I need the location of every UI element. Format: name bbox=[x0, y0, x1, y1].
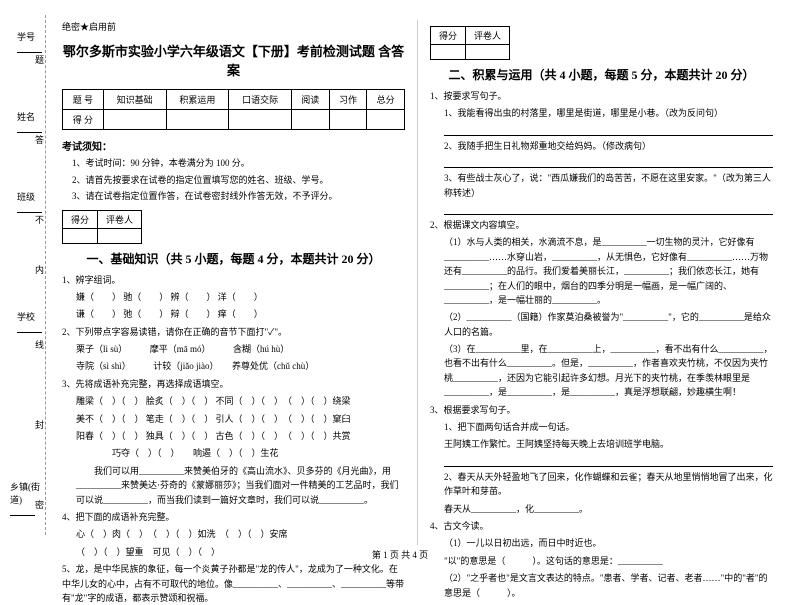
notice-item: 3、请在试卷指定位置作答，在试卷密封线外作答无效，不予评分。 bbox=[72, 190, 405, 204]
answer-line[interactable] bbox=[444, 156, 773, 168]
s2q4: 4、古文今读。 bbox=[430, 519, 773, 533]
notice-item: 1、考试时间：90 分钟，本卷满分为 100 分。 bbox=[72, 157, 405, 171]
margin-char: 线 bbox=[34, 340, 44, 349]
s2q3-item: 王阿姨工作繁忙。王阿姨坚持每天晚上去培训班学电脑。 bbox=[444, 437, 773, 451]
margin-label: 学号 bbox=[17, 32, 35, 42]
answer-line[interactable] bbox=[444, 203, 773, 215]
margin-char: 不 bbox=[34, 215, 44, 224]
q3-line: 雕梁（ ）（ ） 脍炙（ ）（ ） 不同（ ）（ ） （ ）（ ）绕梁 bbox=[76, 394, 405, 408]
th: 阅读 bbox=[291, 90, 329, 110]
q5: 5、龙，是中华民族的象征，每一个炎黄子孙都是"龙的传人"，龙成为了一种文化。在中… bbox=[62, 562, 405, 605]
margin-label: 学校 bbox=[17, 312, 35, 322]
th: 题 号 bbox=[63, 90, 104, 110]
q1: 1、辨字组词。 bbox=[62, 273, 405, 287]
q2-line: 栗子（lì sù） 摩平（mā mó） 含糊（hú hù） bbox=[76, 342, 405, 356]
section2-title: 二、积累与运用（共 4 小题，每题 5 分，本题共计 20 分） bbox=[430, 66, 773, 83]
s2q3-item: 春天从__________，化__________。 bbox=[444, 502, 773, 516]
q4-line: 心（ ）肉（ ） （ ）（ ）如洗 （ ）（ ）安席 bbox=[76, 527, 405, 541]
q3-line: 美不（ ）（ ） 笔走（ ）（ ） 引人（ ）（ ） （ ）（ ）窠臼 bbox=[76, 412, 405, 426]
margin-char: 题 bbox=[34, 55, 44, 64]
left-column: 绝密★启用前 鄂尔多斯市实验小学六年级语文【下册】考前检测试题 含答案 题 号 … bbox=[50, 20, 417, 545]
s2q1-item: 3、有些战士灰心了，说："西瓜嫌我们的岛苦苦，不愿在这里安家。"（改为第三人称转… bbox=[444, 171, 773, 200]
s2q3: 3、根据要求写句子。 bbox=[430, 403, 773, 417]
page-footer: 第 1 页 共 4 页 bbox=[0, 548, 800, 561]
s2q2-item: （2）__________（国籍）作家莫泊桑被誉为"__________"，它的… bbox=[444, 310, 773, 339]
q2: 2、下列带点字容易读错，请你在正确的音节下面打"✓"。 bbox=[62, 325, 405, 339]
th: 口语交际 bbox=[229, 90, 292, 110]
q3-line: 阳春（ ）（ ） 独具（ ）（ ） 古色（ ）（ ） （ ）（ ）共赏 bbox=[76, 429, 405, 443]
margin-char: 答 bbox=[34, 135, 44, 144]
td: 得分 bbox=[63, 210, 98, 228]
right-column: 得分评卷人 二、积累与运用（共 4 小题，每题 5 分，本题共计 20 分） 1… bbox=[417, 20, 785, 545]
s2q4-item: （2）"之乎者也"是文言文表达的特点。"患者、学者、记者、老者……"中的"者"的… bbox=[444, 571, 773, 600]
s2q2: 2、根据课文内容填空。 bbox=[430, 218, 773, 232]
q1-line: 谦（ ） 弛（ ） 辩（ ） 痒（ ） bbox=[76, 307, 405, 321]
page-container: 绝密★启用前 鄂尔多斯市实验小学六年级语文【下册】考前检测试题 含答案 题 号 … bbox=[0, 0, 800, 555]
grader-table: 得分评卷人 bbox=[430, 26, 510, 60]
q2-line: 寺院（sì shì） 计较（jiǎo jiào） 养尊处优（chǔ chù） bbox=[76, 359, 405, 373]
notice-item: 2、请首先按要求在试卷的指定位置填写您的姓名、班级、学号。 bbox=[72, 174, 405, 188]
confidential-label: 绝密★启用前 bbox=[62, 20, 405, 33]
grader-table: 得分评卷人 bbox=[62, 210, 142, 244]
q3-text: 我们可以用__________来赞美伯牙的《高山流水》、贝多芬的《月光曲》，用_… bbox=[76, 464, 405, 507]
margin-char: 内 bbox=[34, 265, 44, 274]
th: 总分 bbox=[367, 90, 405, 110]
s2q1-item: 1、我能看得出虫的村落里，哪里是街道，哪里是小巷。（改为反问句） bbox=[444, 106, 773, 120]
s2q1: 1、按要求写句子。 bbox=[430, 89, 773, 103]
s2q3-item: 1、把下面两句话合并成一句话。 bbox=[444, 420, 773, 434]
margin-char: 密 bbox=[34, 500, 44, 509]
td: 得分 bbox=[431, 27, 466, 45]
exam-title: 鄂尔多斯市实验小学六年级语文【下册】考前检测试题 含答案 bbox=[62, 41, 405, 79]
answer-line[interactable] bbox=[444, 455, 773, 467]
q4: 4、把下面的成语补充完整。 bbox=[62, 510, 405, 524]
notice-heading: 考试须知： bbox=[62, 138, 405, 153]
td: 评卷人 bbox=[466, 27, 510, 45]
score-table: 题 号 知识基础 积累运用 口语交际 阅读 习作 总分 得 分 bbox=[62, 89, 405, 130]
s2q3-item: 2、春天从天外轻盈地飞了回来，化作蝴蝶和云雀；春天从地里悄悄地冒了出来，化作草叶… bbox=[444, 470, 773, 499]
s2q2-item: （3）在__________里，在__________上，__________，… bbox=[444, 342, 773, 400]
q3-line: 巧夺（ ）（ ） 响遏（ ）（ ）生花 bbox=[76, 446, 405, 460]
margin-label: 姓名 bbox=[17, 112, 35, 122]
s2q2-item: （1）水与人类的相关，水滴流不息，是__________一切生物的灵汁，它好像有… bbox=[444, 235, 773, 307]
th: 知识基础 bbox=[103, 90, 166, 110]
td: 评卷人 bbox=[98, 210, 142, 228]
margin-area: 学号 题 姓名 答 班级 不 内 学校 线 封 乡镇(街道) 密 bbox=[5, 20, 45, 520]
th: 积累运用 bbox=[166, 90, 229, 110]
s2q1-item: 2、我随手把生日礼物郑重地交给妈妈。（修改病句） bbox=[444, 139, 773, 153]
margin-char: 封 bbox=[34, 420, 44, 429]
q3: 3、先将成语补充完整，再选择成语填空。 bbox=[62, 377, 405, 391]
td: 得 分 bbox=[63, 110, 104, 130]
fold-line bbox=[45, 15, 46, 535]
q1-line: 嫌（ ） 驰（ ） 辨（ ） 洋（ ） bbox=[76, 290, 405, 304]
section1-title: 一、基础知识（共 5 小题，每题 4 分，本题共计 20 分） bbox=[62, 250, 405, 267]
answer-line[interactable] bbox=[444, 124, 773, 136]
th: 习作 bbox=[329, 90, 367, 110]
margin-label: 班级 bbox=[17, 192, 35, 202]
